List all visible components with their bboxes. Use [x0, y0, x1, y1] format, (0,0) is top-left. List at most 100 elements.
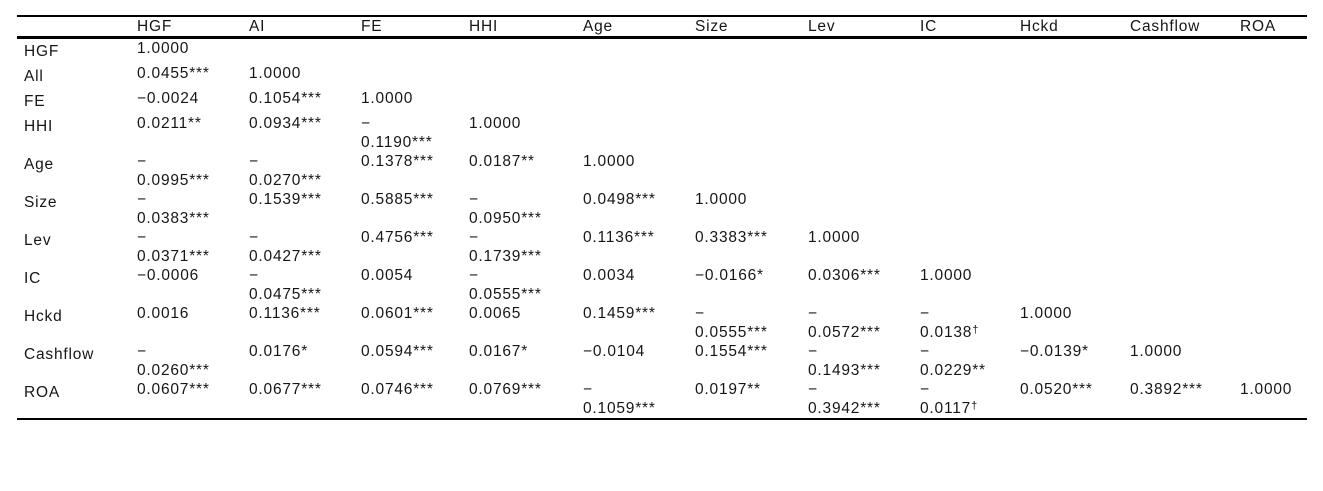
table-cell [695, 38, 808, 65]
column-header-fe: FE [361, 16, 469, 39]
table-cell: 0.0601*** [361, 305, 434, 322]
table-cell: 0.0197** [695, 381, 761, 398]
table-cell: −0.1739*** [469, 229, 542, 265]
table-cell [469, 64, 583, 89]
table-cell [1130, 152, 1240, 190]
table-cell [1240, 114, 1307, 152]
table-cell: −0.0555*** [695, 305, 768, 341]
table-cell [695, 114, 808, 152]
column-header-hgf: HGF [137, 16, 249, 39]
table-cell: 0.0455*** [137, 65, 210, 82]
table-row-size: Size −0.0383*** 0.1539*** 0.5885*** −0.0950*… [17, 190, 1307, 228]
table-cell [808, 190, 920, 228]
table-cell: −0.0572*** [808, 305, 881, 341]
table-cell: 0.0769*** [469, 381, 542, 398]
table-cell: −0.0427*** [249, 229, 322, 265]
table-cell: −0.0475*** [249, 267, 322, 303]
table-cell: −0.0555*** [469, 267, 542, 303]
row-label-hhi: HHI [24, 118, 54, 135]
corner-cell [17, 16, 137, 39]
row-label-size: Size [24, 194, 58, 211]
table-row-lev: Lev −0.0371*** −0.0427*** 0.4756*** −0.1739*… [17, 228, 1307, 266]
table-cell: −0.0229** [920, 343, 986, 379]
table-cell [583, 64, 695, 89]
table-cell [1020, 190, 1130, 228]
table-cell: 0.0934*** [249, 115, 322, 132]
table-cell: 0.0167* [469, 343, 529, 360]
table-cell [1240, 89, 1307, 114]
table-cell: 0.0054 [361, 267, 414, 284]
table-cell: 1.0000 [920, 267, 973, 284]
table-row-cashflow: Cashflow −0.0260*** 0.0176* 0.0594*** 0.0167… [17, 342, 1307, 380]
table-cell: 0.0746*** [361, 381, 434, 398]
column-header-ai: AI [249, 16, 361, 39]
table-cell [1020, 228, 1130, 266]
table-cell [1240, 190, 1307, 228]
column-header-cashflow: Cashflow [1130, 16, 1240, 39]
table-row-hckd: Hckd 0.0016 0.1136*** 0.0601*** 0.0065 0.1459… [17, 304, 1307, 342]
table-cell [1020, 266, 1130, 304]
table-cell [583, 114, 695, 152]
table-cell: 0.1378*** [361, 153, 434, 170]
table-row-age: Age −0.0995*** −0.0270*** 0.1378*** 0.0187**… [17, 152, 1307, 190]
row-label-fe: FE [24, 93, 46, 110]
table-cell [920, 152, 1020, 190]
table-cell [1020, 38, 1130, 65]
table-cell: −0.0117† [920, 381, 978, 417]
table-cell [1130, 38, 1240, 65]
column-header-hckd: Hckd [1020, 16, 1130, 39]
table-cell: 0.1539*** [249, 191, 322, 208]
table-cell: −0.1493*** [808, 343, 881, 379]
table-cell: 0.1054*** [249, 90, 322, 107]
table-cell: −0.0260*** [137, 343, 210, 379]
table-cell [920, 228, 1020, 266]
column-header-ic: IC [920, 16, 1020, 39]
table-cell: −0.0166* [695, 267, 764, 284]
dagger-marker: † [972, 324, 979, 336]
table-cell [920, 114, 1020, 152]
table-cell: 0.1136*** [249, 305, 321, 322]
table-cell [808, 64, 920, 89]
table-cell: 1.0000 [808, 229, 861, 246]
table-cell [920, 89, 1020, 114]
table-cell [695, 152, 808, 190]
table-cell [695, 89, 808, 114]
table-row-hhi: HHI 0.0211** 0.0934*** −0.1190*** 1.0000 [17, 114, 1307, 152]
table-cell [808, 38, 920, 65]
table-cell: −0.0371*** [137, 229, 210, 265]
row-label-roa: ROA [24, 384, 60, 401]
table-cell [361, 64, 469, 89]
table-cell: −0.0383*** [137, 191, 210, 227]
table-cell [1020, 64, 1130, 89]
table-cell [1130, 114, 1240, 152]
table-cell [1130, 64, 1240, 89]
table-cell: −0.0006 [137, 267, 200, 284]
table-cell: 1.0000 [1020, 305, 1073, 322]
row-label-ic: IC [24, 270, 42, 287]
table-cell [583, 89, 695, 114]
table-cell: 1.0000 [137, 40, 190, 57]
table-cell [920, 38, 1020, 65]
table-cell [1240, 304, 1307, 342]
table-cell: −0.0950*** [469, 191, 542, 227]
table-cell: −0.0270*** [249, 153, 322, 189]
table-cell: 0.0306*** [808, 267, 881, 284]
header-row: HGF AI FE HHI Age Size Lev IC Hckd Cashflow ROA [17, 16, 1307, 39]
table-cell: 0.0607*** [137, 381, 210, 398]
column-header-hhi: HHI [469, 16, 583, 39]
row-label-lev: Lev [24, 232, 52, 249]
table-cell [1020, 152, 1130, 190]
table-cell: 1.0000 [695, 191, 748, 208]
table-cell: 0.4756*** [361, 229, 434, 246]
table-cell [808, 89, 920, 114]
table-cell [808, 114, 920, 152]
table-cell [695, 64, 808, 89]
table-cell: 1.0000 [249, 65, 302, 82]
table-cell [920, 190, 1020, 228]
table-cell: 0.0034 [583, 267, 636, 284]
table-cell [1240, 266, 1307, 304]
table-cell: 1.0000 [1240, 381, 1293, 398]
table-cell: 0.1459*** [583, 305, 656, 322]
table-cell [1240, 228, 1307, 266]
